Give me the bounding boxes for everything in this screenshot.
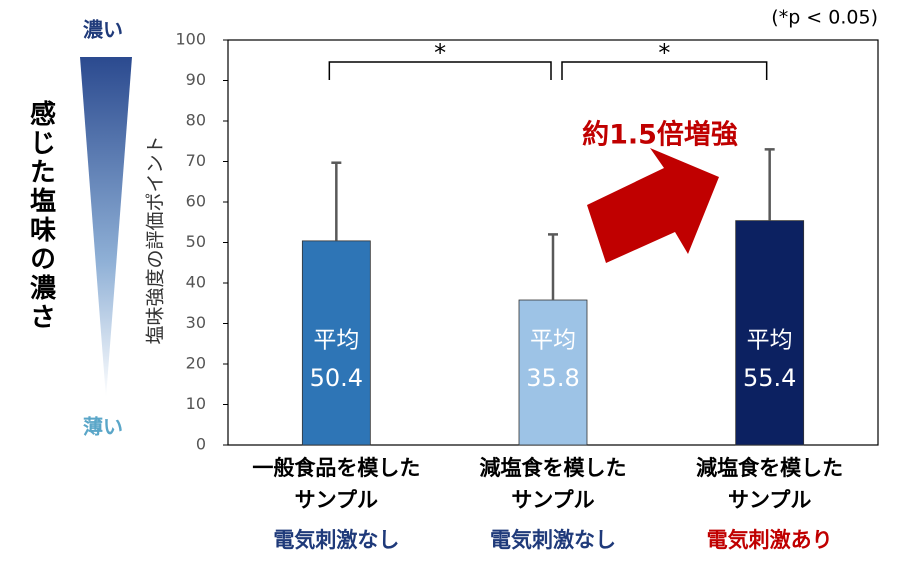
category-label: 減塩食を模した サンプル: [696, 456, 844, 512]
category-note: 電気刺激なし: [273, 528, 400, 552]
y-tick-label: 0: [196, 435, 206, 454]
scale-top: 濃い: [83, 18, 123, 42]
y-tick-label: 70: [186, 151, 206, 170]
category-label: 一般食品を模した サンプル: [252, 456, 421, 512]
category-note: 電気刺激なし: [490, 528, 616, 552]
category-note: 電気刺激あり: [706, 528, 833, 552]
value-label: 35.8: [526, 364, 579, 392]
annotation: 約1.5倍増強: [582, 119, 738, 151]
bar: [518, 299, 588, 446]
increase-arrow: [587, 148, 719, 263]
significance-note: (*p < 0.05): [771, 7, 878, 29]
bar-label: 平均: [313, 328, 359, 354]
category-label: 減塩食を模した サンプル: [479, 456, 627, 512]
significance-label: *: [658, 39, 670, 67]
y-tick-label: 10: [186, 394, 206, 413]
y-tick-label: 80: [186, 111, 206, 130]
scale-title: 感じた塩味の濃さ: [26, 100, 56, 332]
y-tick-label: 90: [186, 70, 206, 89]
significance-label: *: [434, 39, 446, 67]
value-label: 55.4: [743, 364, 796, 392]
value-label: 50.4: [310, 364, 363, 392]
bar: [301, 240, 371, 446]
y-tick-label: 20: [186, 354, 206, 373]
significance-bracket: [561, 61, 768, 80]
significance-bracket: [328, 61, 552, 80]
bar-label: 平均: [530, 328, 576, 354]
y-tick-label: 60: [186, 192, 206, 211]
y-tick-label: 40: [186, 273, 206, 292]
bar-label: 平均: [747, 328, 793, 354]
y-axis-label: 塩味強度の評価ポイント: [145, 135, 167, 344]
scale-bottom: 薄い: [83, 415, 123, 439]
y-tick-label: 100: [175, 30, 206, 49]
bar: [735, 220, 805, 446]
scale-triangle: [80, 57, 132, 398]
y-tick-label: 50: [186, 232, 206, 251]
y-tick-label: 30: [186, 313, 206, 332]
